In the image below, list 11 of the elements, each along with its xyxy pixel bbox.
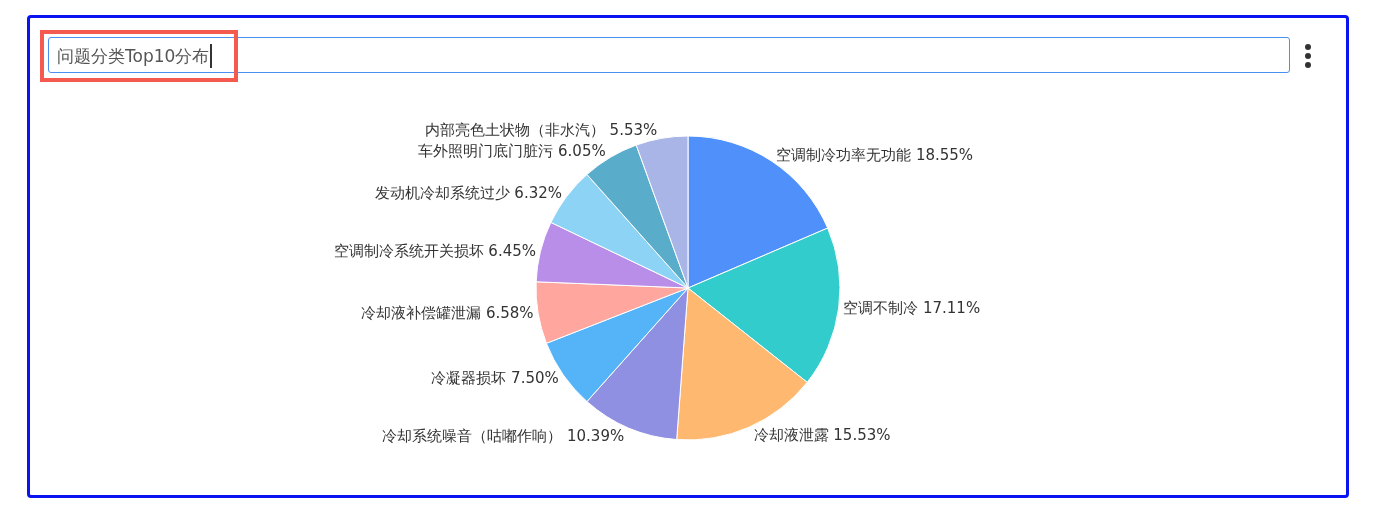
slice-label: 冷却系统噪音（咕嘟作响） 10.39% [382,426,625,445]
text: 问题分类Top10分布 [57,45,210,68]
slice-label: 空调制冷功率无功能 18.55% [776,145,974,164]
slice-label: 冷却液泄露 15.53% [753,425,891,444]
slice-label: 空调不制冷 17.11% [843,299,981,318]
slice-label: 发动机冷却系统过少 6.32% [374,184,563,203]
slice-label: 空调制冷系统开关损坏 6.45% [333,241,536,260]
slice-label: 冷却液补偿罐泄漏 6.58% [361,304,534,323]
slice-label: 冷凝器损坏 7.50% [431,368,559,387]
slice-label: 车外照明门底门脏污 6.05% [418,141,606,160]
slice-label: 内部亮色土状物（非水汽） 5.53% [424,120,658,139]
